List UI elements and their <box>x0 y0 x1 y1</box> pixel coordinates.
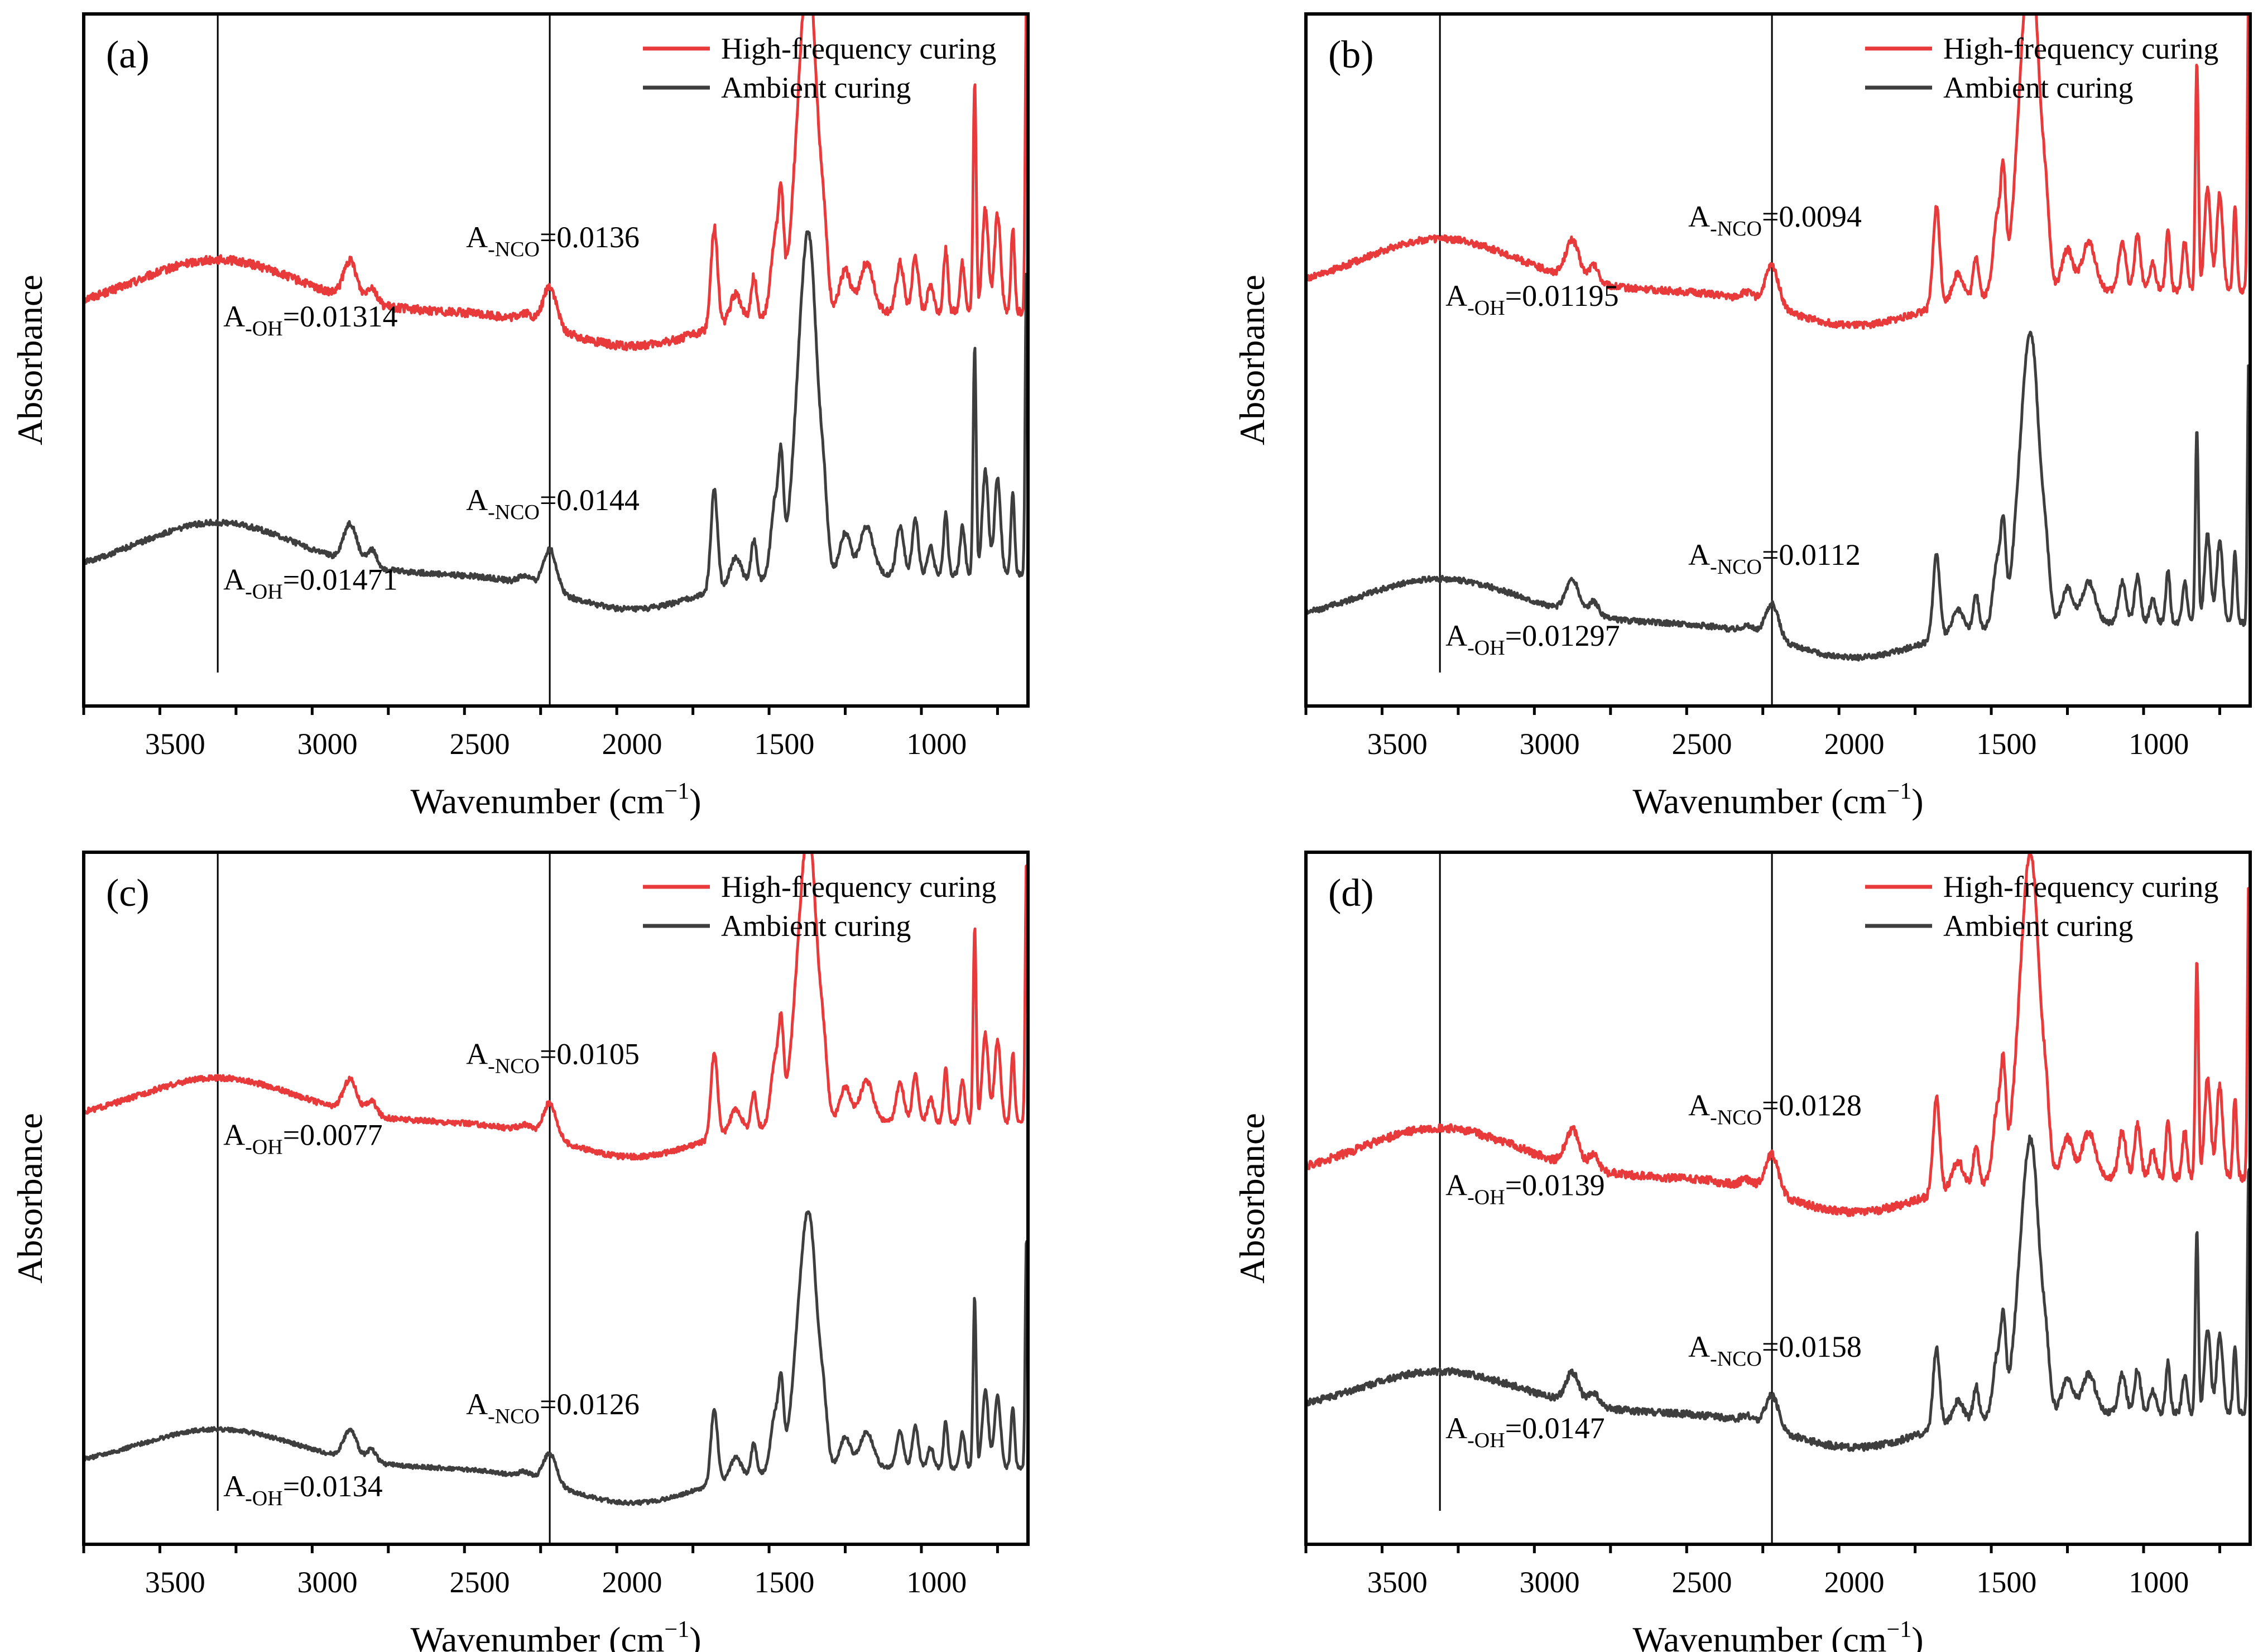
annotation-nco: A-NCO=0.0105 <box>466 1038 640 1078</box>
y-axis-label: Absorbance <box>1232 275 1272 445</box>
x-tick-label: 2000 <box>1824 727 1884 761</box>
legend-label-amb: Ambient curing <box>1943 71 2133 104</box>
annotation-oh: A-OH=0.0134 <box>223 1469 383 1510</box>
panel-label: (c) <box>106 872 150 915</box>
annotation-nco: A-NCO=0.0128 <box>1688 1088 1862 1129</box>
annotation-nco: A-NCO=0.0112 <box>1688 538 1861 579</box>
x-tick-label: 3000 <box>297 727 358 761</box>
series-line-amb <box>1306 1134 2250 1452</box>
annotation-oh: A-OH=0.01471 <box>223 563 398 603</box>
annotation-oh: A-OH=0.0147 <box>1445 1411 1605 1452</box>
x-tick-label: 3000 <box>1520 1565 1580 1599</box>
series-line-amb <box>84 230 1028 613</box>
x-tick-label: 3500 <box>1367 727 1428 761</box>
x-tick-label: 2500 <box>1672 1565 1732 1599</box>
x-tick-label: 1000 <box>2129 1565 2189 1599</box>
annotation-oh: A-OH=0.01195 <box>1445 279 1619 320</box>
x-tick-label: 2000 <box>602 727 662 761</box>
annotation-oh: A-OH=0.01297 <box>1445 619 1620 660</box>
series-line-amb <box>1306 330 2250 662</box>
legend-label-hf: High-frequency curing <box>721 870 996 904</box>
plot-frame <box>1304 12 2252 708</box>
annotation-oh: A-OH=0.01314 <box>223 300 398 340</box>
annotation-oh: A-OH=0.0077 <box>223 1118 383 1159</box>
panel-label: (d) <box>1328 872 1374 915</box>
legend-label-amb: Ambient curing <box>721 909 911 943</box>
annotation-nco: A-NCO=0.0158 <box>1688 1330 1862 1371</box>
x-tick-label: 1000 <box>2129 727 2189 761</box>
legend-label-amb: Ambient curing <box>1943 909 2133 943</box>
panel-d: 3500 3000 2500 2000 1500 1000 Wavenumber (cm−1… <box>1232 851 2252 1652</box>
x-tick-label: 2000 <box>602 1565 662 1599</box>
x-tick-label: 3500 <box>145 1565 205 1599</box>
x-tick-label: 1000 <box>906 1565 967 1599</box>
annotation-nco: A-NCO=0.0126 <box>466 1387 640 1428</box>
y-axis-label: Absorbance <box>10 275 50 445</box>
x-tick-label: 3000 <box>297 1565 358 1599</box>
x-tick-label: 1500 <box>1976 727 2036 761</box>
x-tick-label: 3500 <box>145 727 205 761</box>
series-line-hf <box>1306 852 2250 1217</box>
x-tick-label: 2500 <box>450 727 510 761</box>
x-tick-label: 1500 <box>1976 1565 2036 1599</box>
annotation-nco: A-NCO=0.0136 <box>466 220 640 261</box>
x-tick-label: 2500 <box>1672 727 1732 761</box>
series-line-hf <box>1306 14 2250 330</box>
legend-label-hf: High-frequency curing <box>721 32 996 65</box>
x-axis-label: Wavenumber (cm−1) <box>1632 1617 1923 1652</box>
x-axis-label: Wavenumber (cm−1) <box>1632 779 1923 821</box>
x-tick-label: 3000 <box>1520 727 1580 761</box>
x-axis-label: Wavenumber (cm−1) <box>410 1617 701 1652</box>
panel-a: 3500 3000 2500 2000 1500 1000 Wavenumber (cm−1… <box>10 12 1030 821</box>
series-line-amb <box>84 1210 1028 1506</box>
panel-label: (a) <box>106 33 150 76</box>
y-axis-label: Absorbance <box>10 1113 50 1284</box>
annotation-nco: A-NCO=0.0094 <box>1688 200 1862 241</box>
x-tick-label: 2500 <box>450 1565 510 1599</box>
annotation-oh: A-OH=0.0139 <box>1445 1168 1605 1209</box>
x-tick-label: 1000 <box>906 727 967 761</box>
panel-label: (b) <box>1328 33 1374 76</box>
y-axis-label: Absorbance <box>1232 1113 1272 1284</box>
x-tick-label: 3500 <box>1367 1565 1428 1599</box>
series-line-hf <box>84 852 1028 1161</box>
legend-label-hf: High-frequency curing <box>1943 870 2218 904</box>
plot-frame <box>1304 851 2252 1546</box>
plot-frame <box>82 12 1030 708</box>
series-line-hf <box>84 14 1028 352</box>
legend-label-hf: High-frequency curing <box>1943 32 2218 65</box>
panel-c: 3500 3000 2500 2000 1500 1000 Wavenumber (cm−1… <box>10 851 1030 1652</box>
plot-frame <box>82 851 1030 1546</box>
x-axis-label: Wavenumber (cm−1) <box>410 779 701 821</box>
legend-label-amb: Ambient curing <box>721 71 911 104</box>
annotation-nco: A-NCO=0.0144 <box>466 483 640 524</box>
x-tick-label: 1500 <box>754 727 814 761</box>
x-tick-label: 1500 <box>754 1565 814 1599</box>
x-tick-label: 2000 <box>1824 1565 1884 1599</box>
panel-b: 3500 3000 2500 2000 1500 1000 Wavenumber (cm−1… <box>1232 12 2252 821</box>
